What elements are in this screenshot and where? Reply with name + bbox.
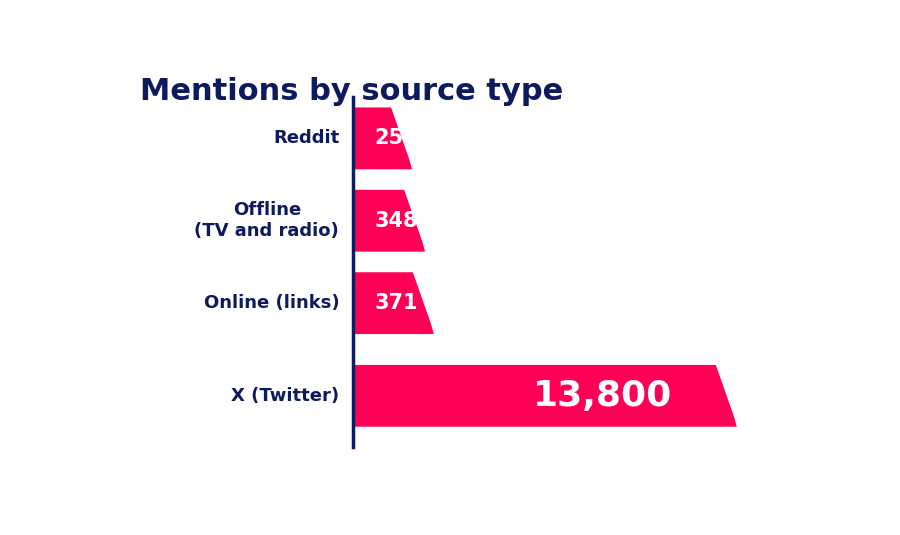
Text: 371: 371 bbox=[374, 293, 418, 313]
Text: 251: 251 bbox=[374, 128, 418, 148]
Polygon shape bbox=[353, 365, 737, 427]
Polygon shape bbox=[353, 272, 434, 334]
Text: Offline
(TV and radio): Offline (TV and radio) bbox=[194, 201, 339, 240]
Text: Online (links): Online (links) bbox=[203, 294, 339, 312]
Text: 348: 348 bbox=[374, 211, 418, 231]
Text: Mentions by source type: Mentions by source type bbox=[140, 77, 563, 105]
Text: X (Twitter): X (Twitter) bbox=[231, 387, 339, 405]
Text: Reddit: Reddit bbox=[273, 129, 339, 147]
Text: 13,800: 13,800 bbox=[533, 379, 672, 413]
Polygon shape bbox=[353, 190, 425, 251]
Polygon shape bbox=[353, 108, 412, 169]
